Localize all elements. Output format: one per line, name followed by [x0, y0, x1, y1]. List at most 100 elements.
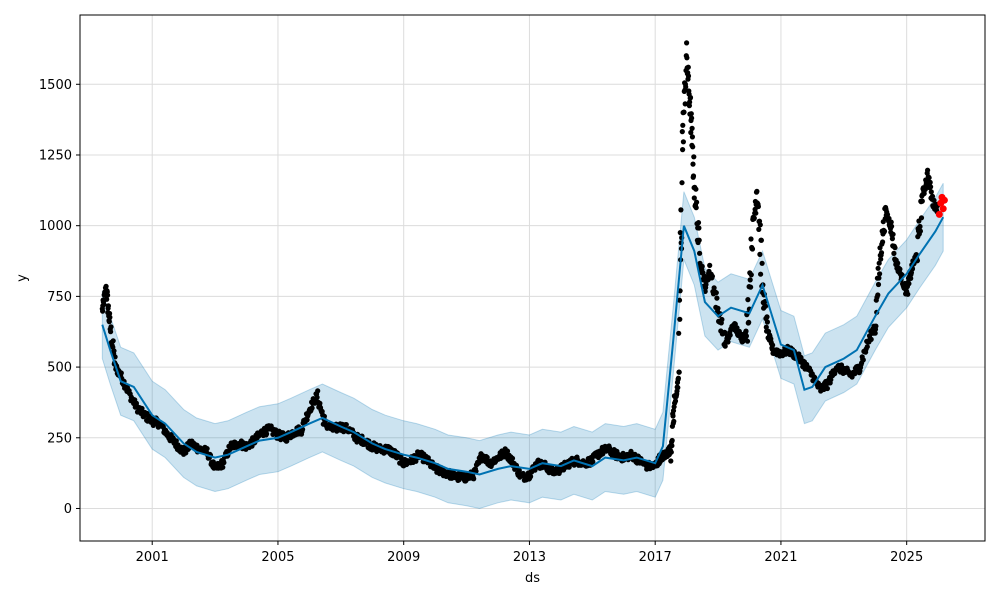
- observed-point: [748, 272, 754, 278]
- observed-point: [677, 316, 683, 322]
- observed-point: [304, 417, 310, 423]
- observed-point: [110, 338, 116, 344]
- observed-point: [680, 122, 686, 128]
- observed-point: [671, 418, 677, 424]
- observed-point: [100, 308, 106, 314]
- observed-point: [881, 228, 888, 234]
- observed-point: [715, 305, 721, 311]
- x-axis-ticks: 2001 2005 2009 2013 2017 2021 2025: [136, 541, 923, 565]
- observed-point: [754, 188, 760, 194]
- observed-point: [284, 438, 290, 444]
- observed-point: [696, 237, 702, 243]
- observed-point: [695, 220, 702, 226]
- observed-point: [693, 186, 699, 192]
- observed-point: [714, 295, 720, 301]
- observed-point: [925, 167, 931, 173]
- observed-point: [860, 357, 866, 363]
- observed-point: [108, 329, 114, 335]
- observed-point: [566, 464, 572, 470]
- observed-point: [680, 139, 687, 145]
- x-tick-label: 2001: [136, 550, 169, 565]
- x-tick-label: 2005: [261, 550, 294, 565]
- observed-point: [877, 271, 883, 277]
- observed-point: [711, 285, 717, 291]
- observed-point: [696, 225, 702, 231]
- observed-point: [682, 101, 688, 107]
- observed-point: [743, 328, 749, 334]
- observed-point: [917, 228, 924, 234]
- observed-point: [872, 330, 878, 336]
- observed-point: [105, 292, 111, 298]
- observed-point: [888, 219, 894, 225]
- highlighted-point: [940, 196, 948, 204]
- y-tick-label: 1250: [39, 148, 72, 163]
- observed-point: [675, 375, 682, 381]
- observed-point: [713, 290, 719, 296]
- x-axis-label: ds: [525, 571, 540, 586]
- observed-point: [743, 333, 750, 339]
- observed-point: [895, 260, 901, 266]
- observed-point: [685, 73, 692, 79]
- observed-point: [670, 408, 677, 414]
- observed-point: [748, 236, 754, 242]
- x-tick-label: 2021: [764, 550, 797, 565]
- observed-point: [921, 190, 927, 197]
- observed-point: [504, 448, 511, 454]
- observed-point: [670, 413, 676, 419]
- x-tick-label: 2025: [890, 550, 923, 565]
- y-axis-label: y: [15, 274, 30, 282]
- observed-point: [746, 319, 752, 325]
- observed-point: [688, 129, 694, 136]
- observed-point: [748, 284, 754, 290]
- highlighted-point: [935, 210, 943, 218]
- observed-point: [757, 251, 763, 257]
- observed-point: [690, 144, 696, 150]
- observed-point: [876, 275, 882, 281]
- observed-point: [689, 134, 696, 140]
- observed-point: [693, 205, 699, 211]
- observed-point: [471, 476, 477, 482]
- observed-point: [917, 223, 923, 230]
- observed-point: [709, 273, 716, 279]
- observed-point: [897, 266, 903, 272]
- observed-point: [204, 446, 210, 452]
- observed-point: [699, 263, 705, 269]
- observed-point: [687, 94, 694, 101]
- observed-point: [875, 292, 881, 298]
- y-tick-label: 500: [47, 361, 72, 376]
- observed-point: [868, 336, 874, 342]
- observed-point: [676, 330, 682, 336]
- observed-point: [668, 458, 674, 464]
- observed-point: [528, 473, 534, 480]
- observed-point: [864, 344, 870, 350]
- observed-point: [118, 370, 124, 376]
- observed-point: [931, 197, 937, 203]
- observed-point: [343, 422, 349, 428]
- observed-point: [672, 398, 679, 404]
- observed-point: [139, 405, 145, 412]
- observed-point: [689, 115, 695, 121]
- plot-frame: [79, 14, 986, 542]
- observed-point: [891, 250, 897, 256]
- y-tick-label: 750: [47, 290, 72, 305]
- observed-point: [173, 438, 179, 444]
- observed-point: [764, 314, 770, 320]
- observed-point: [878, 250, 885, 256]
- y-axis-ticks: 0 250 500 750 1000 1250 1500: [39, 78, 80, 517]
- observed-point: [105, 303, 111, 309]
- observed-point: [108, 324, 114, 330]
- observed-point: [694, 199, 700, 205]
- observed-point: [763, 324, 769, 330]
- observed-point: [590, 459, 596, 465]
- observed-point: [688, 111, 694, 117]
- observed-point: [889, 223, 895, 229]
- observed-point: [679, 129, 685, 135]
- observed-point: [678, 207, 684, 213]
- observed-point: [684, 40, 690, 46]
- observed-point: [876, 260, 882, 266]
- observed-point: [873, 323, 879, 329]
- observed-point: [509, 455, 516, 461]
- observed-point: [875, 265, 881, 271]
- observed-point: [314, 394, 320, 400]
